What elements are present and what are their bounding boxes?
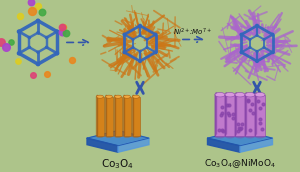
Circle shape [37, 32, 39, 34]
Circle shape [37, 19, 40, 22]
Circle shape [256, 51, 258, 52]
Text: Co$_3$O$_4$@NiMoO$_4$: Co$_3$O$_4$@NiMoO$_4$ [204, 157, 276, 170]
Text: Co$_3$O$_4$: Co$_3$O$_4$ [101, 157, 134, 171]
Circle shape [56, 30, 58, 33]
Bar [97, 97, 104, 136]
Ellipse shape [225, 93, 235, 97]
Ellipse shape [255, 134, 265, 138]
Polygon shape [208, 131, 272, 146]
Circle shape [46, 36, 48, 39]
Polygon shape [87, 138, 118, 152]
Circle shape [17, 30, 20, 33]
Circle shape [132, 39, 134, 40]
Circle shape [263, 39, 265, 40]
Polygon shape [118, 138, 149, 152]
Bar [215, 95, 225, 136]
Circle shape [37, 63, 40, 66]
Circle shape [37, 51, 39, 53]
Circle shape [56, 52, 58, 55]
Circle shape [28, 46, 31, 48]
Ellipse shape [124, 95, 130, 98]
Circle shape [146, 46, 148, 48]
Circle shape [256, 35, 258, 36]
Polygon shape [215, 92, 217, 136]
Circle shape [249, 46, 251, 48]
Bar [225, 95, 235, 136]
Ellipse shape [115, 135, 122, 138]
Circle shape [256, 60, 258, 62]
Polygon shape [97, 95, 98, 136]
Circle shape [271, 33, 274, 36]
Circle shape [132, 46, 134, 48]
Ellipse shape [255, 93, 265, 97]
Circle shape [154, 33, 157, 36]
Circle shape [123, 51, 126, 53]
Circle shape [139, 35, 141, 36]
Ellipse shape [106, 135, 112, 138]
Bar [133, 97, 140, 136]
Ellipse shape [225, 134, 235, 138]
Polygon shape [240, 138, 272, 152]
Polygon shape [115, 95, 116, 136]
Polygon shape [208, 138, 240, 152]
Bar [245, 95, 255, 136]
Circle shape [263, 46, 265, 48]
Circle shape [28, 36, 31, 39]
Ellipse shape [215, 93, 225, 97]
Bar [124, 97, 130, 136]
Ellipse shape [106, 95, 112, 98]
Polygon shape [245, 92, 247, 136]
Polygon shape [255, 92, 256, 136]
Bar [106, 97, 112, 136]
Bar [235, 95, 245, 136]
Circle shape [240, 33, 243, 36]
Bar [115, 97, 122, 136]
Circle shape [139, 51, 141, 52]
Circle shape [17, 52, 20, 55]
Ellipse shape [245, 93, 255, 97]
Ellipse shape [215, 134, 225, 138]
Ellipse shape [235, 134, 245, 138]
Polygon shape [133, 95, 134, 136]
Circle shape [146, 39, 148, 40]
Circle shape [46, 46, 48, 48]
Circle shape [123, 33, 126, 36]
Ellipse shape [235, 93, 245, 97]
Polygon shape [87, 131, 149, 146]
Ellipse shape [133, 135, 140, 138]
Ellipse shape [245, 134, 255, 138]
Polygon shape [225, 92, 226, 136]
Circle shape [271, 51, 274, 53]
Ellipse shape [97, 95, 104, 98]
Circle shape [154, 51, 157, 53]
Ellipse shape [97, 135, 104, 138]
Circle shape [249, 39, 251, 40]
Ellipse shape [124, 135, 130, 138]
Circle shape [139, 60, 141, 62]
Ellipse shape [133, 95, 140, 98]
Circle shape [256, 24, 258, 27]
Text: Ni$^{2+}$:Mo$^{7+}$: Ni$^{2+}$:Mo$^{7+}$ [173, 27, 212, 38]
Polygon shape [235, 92, 236, 136]
Circle shape [139, 24, 141, 27]
Bar [255, 95, 265, 136]
Circle shape [240, 51, 243, 53]
Ellipse shape [115, 95, 122, 98]
